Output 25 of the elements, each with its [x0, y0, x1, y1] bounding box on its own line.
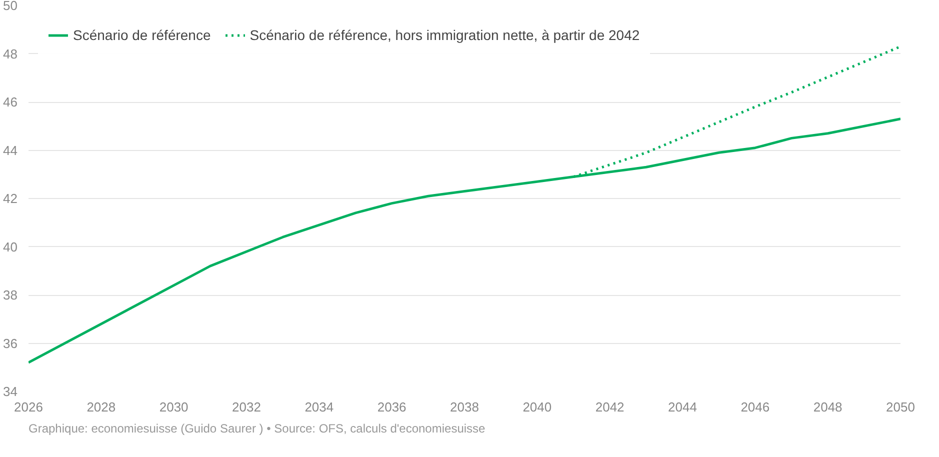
y-tick-label: 34 [3, 384, 18, 399]
legend-label: Scénario de référence, hors immigration nette, à partir de 2042 [250, 27, 640, 43]
y-tick-label: 48 [3, 46, 18, 62]
x-tick-label: 2028 [86, 400, 116, 414]
y-tick-label: 36 [3, 336, 18, 351]
x-tick-label: 2030 [159, 400, 188, 414]
y-tick-label: 38 [3, 288, 18, 302]
x-tick-label: 2050 [886, 400, 915, 414]
x-tick-label: 2046 [740, 400, 770, 414]
x-tick-label: 2042 [595, 400, 624, 414]
y-tick-label: 44 [3, 142, 18, 158]
y-tick-label: 46 [3, 94, 18, 110]
legend-label: Scénario de référence [73, 27, 211, 43]
x-tick-label: 2026 [14, 400, 43, 414]
x-tick-label: 2040 [522, 400, 552, 414]
y-tick-label: 40 [3, 239, 18, 254]
y-tick-label: 50 [3, 0, 18, 13]
x-tick-label: 2038 [450, 400, 479, 414]
y-tick-label: 42 [3, 191, 18, 206]
x-tick-label: 2032 [232, 400, 261, 414]
x-tick-label: 2048 [813, 400, 842, 414]
x-tick-label: 2034 [304, 400, 334, 414]
x-tick-label: 2044 [668, 400, 697, 414]
x-tick-label: 2036 [377, 400, 406, 414]
text: Graphique: economiesuisse (Guido Saurer ) • Source: OFS, calculs d'economiesuisse [28, 422, 486, 436]
